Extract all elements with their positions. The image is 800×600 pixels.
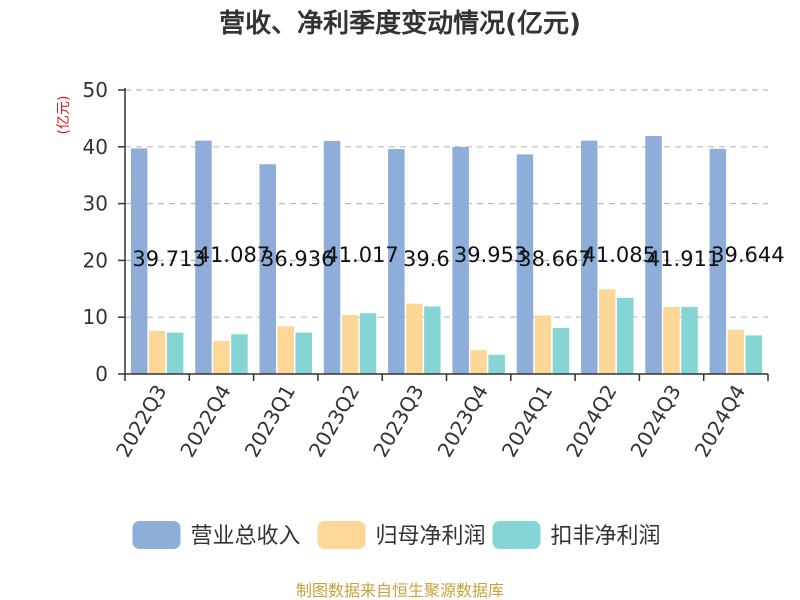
bar-2 xyxy=(406,303,423,374)
data-label: 39.713 xyxy=(132,247,205,271)
y-axis-label: (亿元) xyxy=(56,96,72,135)
x-tick-label: 2024Q2 xyxy=(561,381,621,462)
y-tick-label: 10 xyxy=(83,305,108,329)
y-tick-label: 20 xyxy=(83,248,108,272)
bar-1 xyxy=(130,148,148,374)
grid-lines xyxy=(125,89,768,318)
bar-1 xyxy=(452,147,469,374)
x-tick-label: 2023Q2 xyxy=(304,381,364,462)
y-tick-label: 0 xyxy=(95,362,108,386)
data-label: 39.6 xyxy=(403,247,450,271)
bar-1 xyxy=(323,141,341,374)
bars xyxy=(130,135,763,374)
x-tick-label: 2023Q4 xyxy=(433,381,493,462)
data-label: 41.911 xyxy=(647,247,720,271)
bar-3 xyxy=(166,332,184,374)
x-tick-label: 2022Q4 xyxy=(175,381,235,462)
legend-swatch xyxy=(317,521,366,549)
x-tick-label: 2024Q4 xyxy=(690,381,750,462)
data-label: 41.085 xyxy=(583,243,656,267)
legend-label: 扣非净利润 xyxy=(551,524,661,549)
bar-2 xyxy=(341,314,359,374)
legend: 营业总收入 归母净利润 扣非净利润 xyxy=(132,521,661,549)
bar-1 xyxy=(581,140,598,374)
bar-1 xyxy=(195,140,212,374)
x-tick-label: 2023Q1 xyxy=(240,381,300,462)
x-tick-label: 2024Q1 xyxy=(497,381,557,462)
bar-3 xyxy=(231,334,248,374)
x-tick-label: 2023Q3 xyxy=(368,381,428,462)
data-label: 38.667 xyxy=(518,247,591,271)
bar-1 xyxy=(709,148,727,374)
y-tick-label: 50 xyxy=(83,78,108,102)
legend-label: 营业总收入 xyxy=(191,524,301,549)
bar-2 xyxy=(148,330,166,374)
bar-3 xyxy=(295,332,312,374)
bar-3 xyxy=(681,306,698,374)
x-tick-label: 2022Q3 xyxy=(111,381,171,462)
data-label: 36.936 xyxy=(261,247,334,271)
bar-3 xyxy=(424,306,441,374)
data-label: 41.017 xyxy=(325,243,398,267)
bar-1 xyxy=(645,135,662,374)
bar-2 xyxy=(470,350,487,374)
bar-3 xyxy=(552,327,570,374)
bar-1 xyxy=(388,149,405,374)
legend-swatch xyxy=(492,521,541,549)
bar-2 xyxy=(534,315,552,374)
bar-2 xyxy=(213,341,230,374)
bar-2 xyxy=(599,289,616,374)
bar-1 xyxy=(259,164,276,374)
bar-2 xyxy=(727,329,745,374)
bar-3 xyxy=(359,313,377,374)
y-tick-label: 30 xyxy=(83,192,108,216)
data-label: 39.644 xyxy=(711,243,784,267)
legend-label: 归母净利润 xyxy=(376,524,486,549)
bar-3 xyxy=(745,335,763,374)
data-label: 41.087 xyxy=(197,243,270,267)
data-label: 39.953 xyxy=(454,243,527,267)
x-tick-label: 2024Q3 xyxy=(625,381,685,462)
source-note: 制图数据来自恒生聚源数据库 xyxy=(296,581,504,600)
bar-2 xyxy=(663,306,680,374)
bar-2 xyxy=(277,326,294,374)
bar-3 xyxy=(617,297,634,374)
bar-1 xyxy=(516,154,534,374)
bar-3 xyxy=(488,354,505,374)
y-tick-label: 40 xyxy=(83,135,108,159)
legend-swatch xyxy=(132,521,181,549)
chart-title: 营收、净利季度变动情况(亿元) xyxy=(219,8,581,39)
